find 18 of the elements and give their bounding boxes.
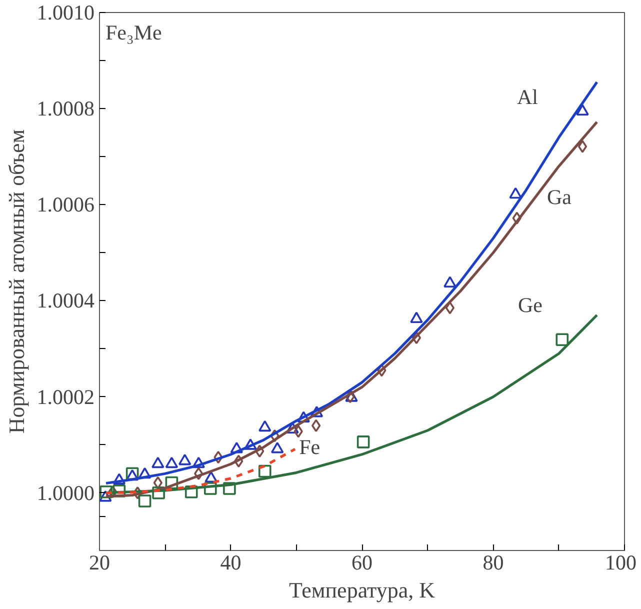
chart-title: Fe₃Me [106, 20, 162, 44]
x-tick-label: 20 [89, 550, 110, 574]
x-tick-label: 60 [352, 550, 372, 574]
y-tick-label: 1.0000 [36, 480, 94, 505]
x-tick-label: 80 [482, 550, 504, 574]
series-label: Ge [518, 293, 542, 318]
x-axis-title: Температура, K [289, 578, 436, 602]
series-label: Ga [546, 185, 572, 210]
y-tick-label: 1.0008 [36, 96, 94, 121]
y-tick-label: 1.0006 [36, 192, 94, 217]
series-label: Al [516, 85, 538, 110]
y-tick-label: 1.0004 [36, 288, 95, 313]
y-tick-label: 1.0002 [36, 384, 94, 409]
y-tick-label: 1.0010 [36, 0, 94, 24]
x-tick-label: 100 [605, 550, 636, 574]
x-tick-label: 40 [220, 550, 242, 574]
series-label: Fe [299, 435, 320, 460]
y-axis-title: Нормированный атомный объем [4, 129, 29, 434]
